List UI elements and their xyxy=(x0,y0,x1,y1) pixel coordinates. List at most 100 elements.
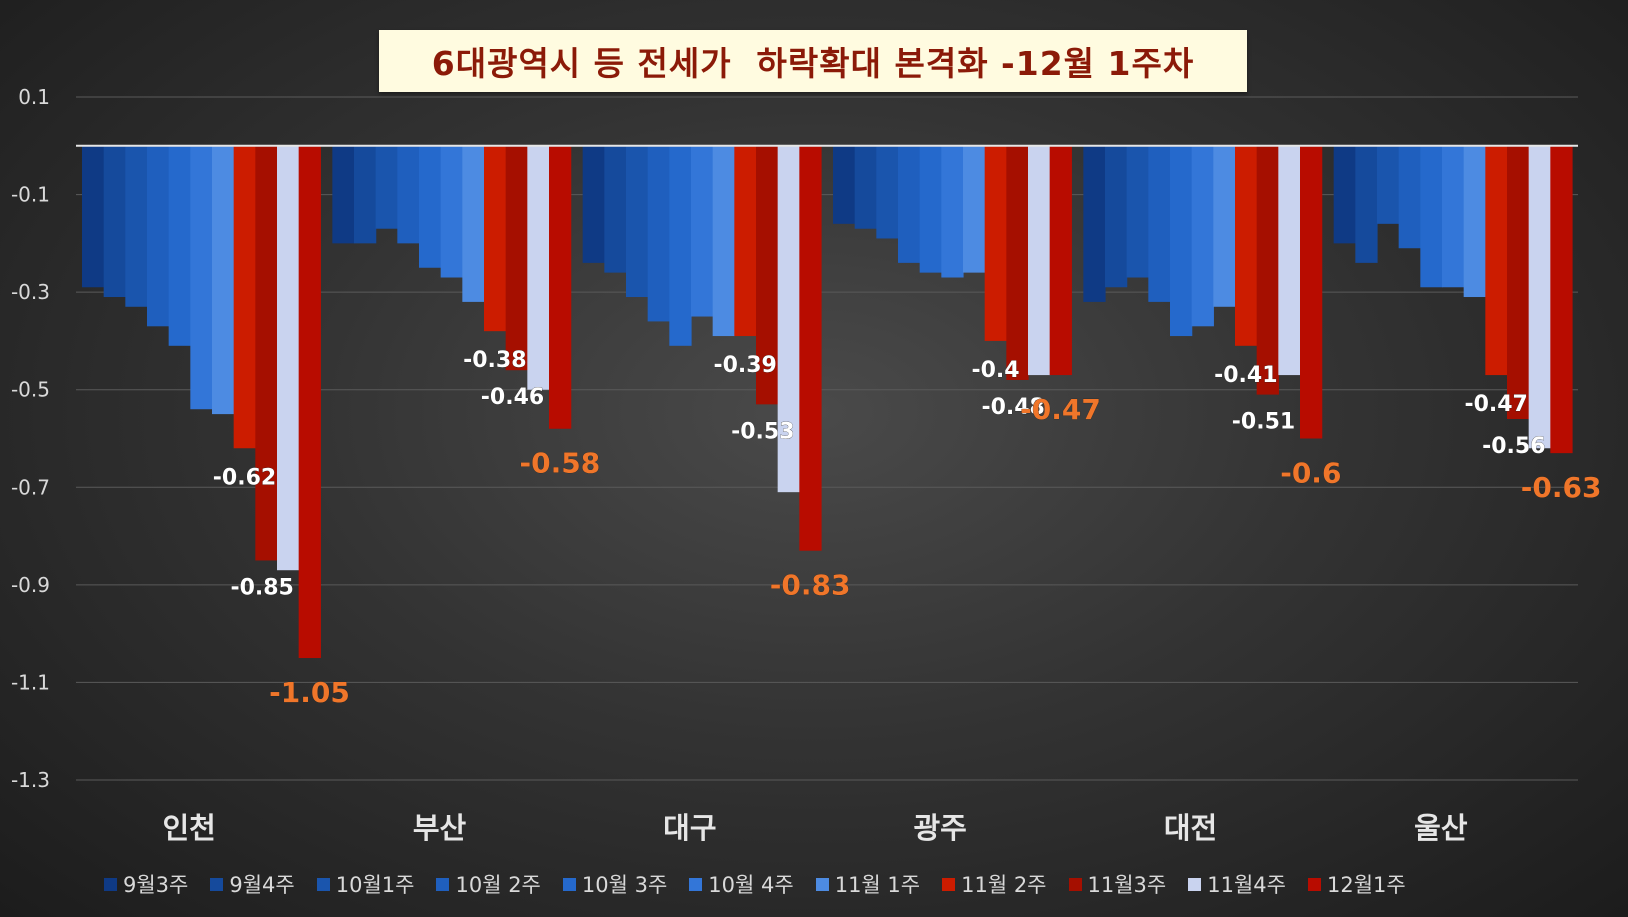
bar xyxy=(397,145,420,244)
data-label: -0.53 xyxy=(731,419,794,444)
bar xyxy=(168,145,191,346)
data-label: -0.38 xyxy=(463,348,526,373)
legend-item: 12월1주 xyxy=(1307,869,1406,899)
bar xyxy=(505,145,528,371)
data-label: -0.6 xyxy=(1280,457,1341,490)
bar xyxy=(734,145,757,337)
bar xyxy=(1105,145,1128,288)
bar xyxy=(527,145,550,390)
legend-item: 11월3주 xyxy=(1068,869,1166,899)
bar xyxy=(984,145,1007,341)
bar xyxy=(898,145,921,263)
bar xyxy=(833,145,856,224)
legend-item: 11월 1주 xyxy=(815,869,920,899)
bar xyxy=(876,145,899,239)
bar xyxy=(190,145,213,410)
legend-item: 10월 4주 xyxy=(689,869,794,899)
bar xyxy=(233,145,256,449)
bar xyxy=(582,145,605,263)
bar xyxy=(298,145,321,659)
data-label: -0.46 xyxy=(481,385,544,410)
category-label: 광주 xyxy=(913,811,966,845)
y-tick-label: 0.1 xyxy=(18,85,50,109)
bar xyxy=(1191,145,1214,327)
category-label: 대전 xyxy=(1164,811,1217,845)
data-label: -0.62 xyxy=(213,465,276,490)
data-label: -0.41 xyxy=(1214,363,1277,388)
legend-swatch xyxy=(689,877,703,891)
data-label: -0.48 xyxy=(981,395,1044,420)
y-tick-label: -1.1 xyxy=(11,670,50,694)
data-label: -0.51 xyxy=(1232,410,1295,435)
bar xyxy=(941,145,964,278)
bar xyxy=(919,145,942,273)
bar xyxy=(799,145,822,551)
category-label: 울산 xyxy=(1414,811,1468,845)
bar xyxy=(1028,145,1051,376)
bar xyxy=(669,145,692,346)
bar xyxy=(1333,145,1356,244)
legend-label: 9월4주 xyxy=(229,873,295,897)
bar xyxy=(854,145,877,229)
legend-swatch xyxy=(1188,877,1202,891)
bar xyxy=(1528,145,1551,449)
bar xyxy=(277,145,300,571)
legend-label: 12월1주 xyxy=(1326,873,1406,897)
legend-label: 11월 2주 xyxy=(961,873,1047,897)
bar xyxy=(212,145,235,415)
bar xyxy=(626,145,649,298)
data-label: -1.05 xyxy=(269,676,350,709)
legend-label: 9월3주 xyxy=(123,873,189,897)
legend-label: 10월1주 xyxy=(335,873,415,897)
bar xyxy=(1213,145,1236,307)
category-label: 부산 xyxy=(413,811,467,845)
bar xyxy=(712,145,735,337)
legend-item: 10월 2주 xyxy=(436,869,541,899)
chart-title: 6대광역시 등 전세가 하락확대 본격화 -12월 1주차 xyxy=(431,44,1195,83)
legend-swatch xyxy=(942,877,956,891)
data-label: -0.63 xyxy=(1521,471,1602,504)
bar xyxy=(1398,145,1421,249)
y-tick-label: -0.1 xyxy=(11,183,50,207)
bar xyxy=(777,145,800,493)
bar xyxy=(1278,145,1301,376)
bar xyxy=(1507,145,1530,419)
bar xyxy=(1235,145,1258,346)
legend-item: 11월 2주 xyxy=(942,869,1047,899)
y-tick-label: -0.7 xyxy=(11,475,50,499)
bar xyxy=(375,145,398,229)
y-tick-label: -1.3 xyxy=(11,768,50,792)
bar xyxy=(691,145,714,317)
bar xyxy=(354,145,377,244)
y-tick-label: -0.9 xyxy=(11,573,50,597)
category-label: 대구 xyxy=(663,811,716,845)
bar xyxy=(1148,145,1171,302)
legend-swatch xyxy=(815,877,829,891)
bar xyxy=(1442,145,1465,288)
data-label: -0.85 xyxy=(230,575,293,600)
bar xyxy=(549,145,572,429)
data-label: -0.47 xyxy=(1020,393,1101,426)
bar xyxy=(1377,145,1400,224)
legend-label: 10월 3주 xyxy=(581,873,668,897)
bar xyxy=(1256,145,1279,395)
axes: 0.1 -0.1 -0.3 -0.5 -0.7 -0.9 -1.1 -1.3 인천 부산 대구 광주 대… xyxy=(11,85,1578,845)
bar xyxy=(1170,145,1193,337)
data-label: -0.4 xyxy=(971,358,1019,383)
bar xyxy=(1420,145,1443,288)
bar xyxy=(1485,145,1508,376)
data-label: -0.56 xyxy=(1482,434,1545,459)
bar xyxy=(1006,145,1029,380)
data-labels: -0.62 -0.85 -1.05 -0.38 -0.46 -0.58 -0.39 -0.53… xyxy=(213,348,1602,709)
legend-item: 9월3주 xyxy=(104,869,188,899)
legend-label: 10월 4주 xyxy=(708,873,794,897)
legend-swatch xyxy=(1068,877,1082,891)
chart-title-box: 6대광역시 등 전세가 하락확대 본격화 -12월 1주차 xyxy=(379,30,1247,92)
legend-label: 11월4주 xyxy=(1207,873,1286,897)
bar xyxy=(82,145,105,288)
bar xyxy=(963,145,986,273)
data-label: -0.83 xyxy=(770,569,851,602)
bar xyxy=(440,145,463,278)
